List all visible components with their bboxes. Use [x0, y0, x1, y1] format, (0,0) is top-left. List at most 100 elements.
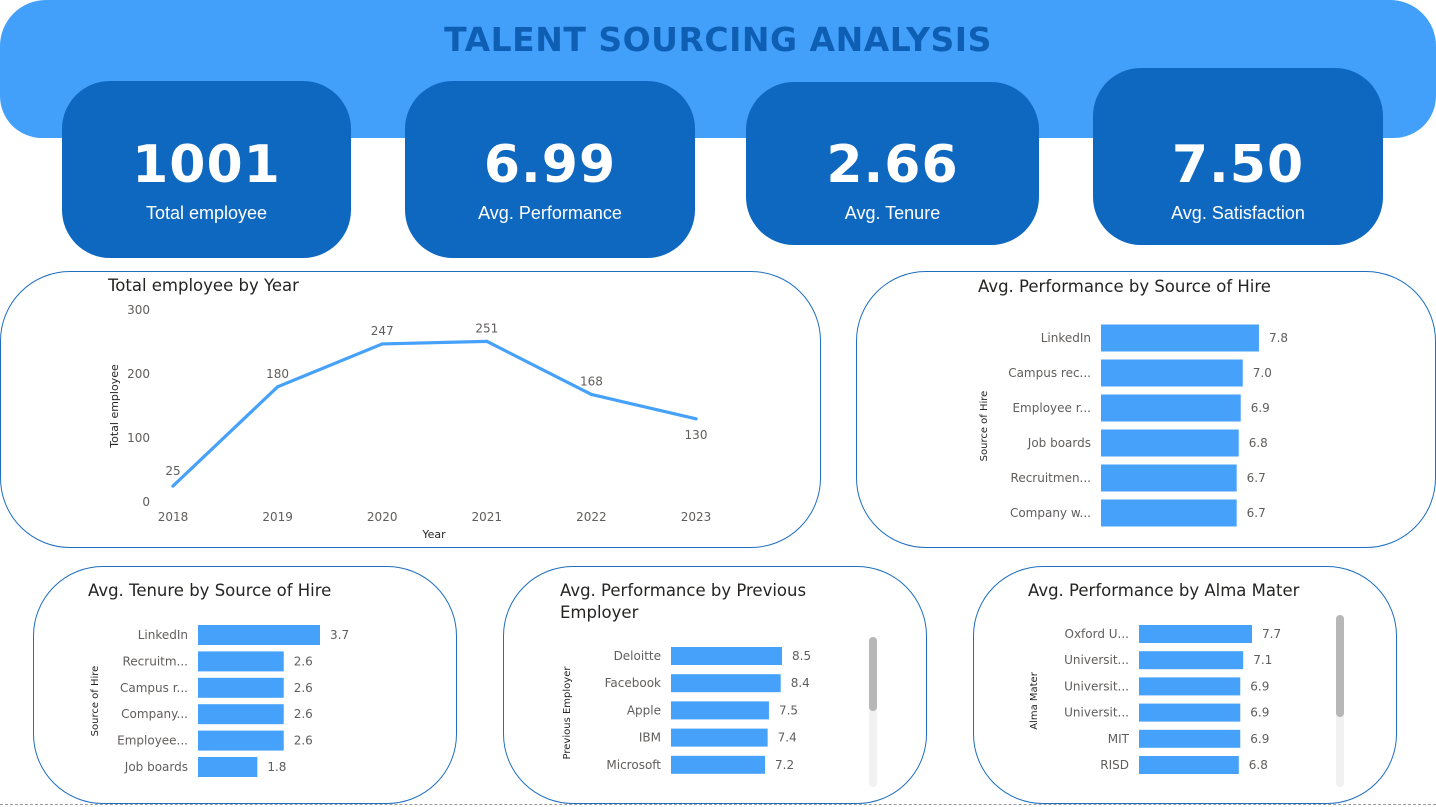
kpi-label: Avg. Satisfaction [1171, 203, 1305, 223]
bar-value-label: 2.6 [294, 707, 313, 721]
bar [1101, 394, 1241, 422]
data-point [276, 385, 280, 389]
kpi-label: Avg. Performance [478, 203, 622, 223]
bar [1139, 625, 1252, 643]
category-label: RISD [1100, 758, 1129, 772]
kpi-label: Avg. Tenure [844, 203, 941, 223]
y-tick-label: 300 [127, 303, 150, 317]
kpi-avg-tenure: 2.66 Avg. Tenure [746, 82, 1039, 245]
y-axis-title: Source of Hire [90, 666, 101, 737]
category-label: Recruitm... [123, 654, 189, 668]
y-tick-label: 100 [127, 431, 150, 445]
y-tick-label: 0 [142, 495, 150, 509]
bar-value-label: 2.6 [294, 681, 313, 695]
y-tick-label: 200 [127, 367, 150, 381]
bar [1101, 499, 1237, 527]
category-label: Employee... [117, 734, 188, 748]
category-label: Deloitte [614, 649, 661, 663]
bar-value-label: 7.2 [775, 758, 794, 772]
bar-value-label: 8.5 [792, 649, 811, 663]
chart-title: Total employee by Year [108, 276, 299, 295]
chart-card-employee-by-year: Total employee by Year 0 100 200 300 2018 201… [0, 271, 821, 548]
bar-value-label: 3.7 [330, 628, 349, 642]
scrollbar-track[interactable] [1336, 615, 1344, 787]
x-tick-label: 2019 [262, 510, 293, 524]
bar-value-label: 2.6 [294, 654, 313, 668]
bar [198, 677, 284, 698]
category-label: Company w... [1010, 506, 1091, 520]
x-tick-label: 2021 [472, 510, 503, 524]
category-label: Universit... [1064, 706, 1129, 720]
bar-value-label: 6.9 [1250, 706, 1269, 720]
bar-value-label: 7.8 [1269, 331, 1288, 345]
category-label: IBM [639, 731, 661, 745]
category-label: Microsoft [606, 758, 661, 772]
data-point [589, 392, 594, 397]
bar [671, 728, 768, 747]
category-label: Oxford U... [1065, 627, 1130, 641]
bar [1101, 464, 1237, 492]
bar-chart-performance-by-alma-mater[interactable]: Alma Mater Oxford U... 7.7 Universit... 7.1 U… [974, 567, 1396, 803]
bar-value-label: 7.1 [1253, 653, 1272, 667]
kpi-value: 2.66 [826, 135, 959, 195]
category-label: Universit... [1064, 679, 1129, 693]
category-label: LinkedIn [1041, 331, 1091, 345]
category-label: Universit... [1064, 653, 1129, 667]
data-point [380, 342, 384, 346]
chart-card-performance-by-alma-mater: Avg. Performance by Alma Mater Alma Mate… [973, 566, 1397, 804]
data-label: 180 [266, 367, 289, 381]
bar-chart-performance-by-source[interactable]: Source of Hire LinkedIn 7.8 Campus rec... 7.… [857, 272, 1435, 547]
bar-value-label: 6.9 [1250, 732, 1269, 746]
bar [198, 704, 284, 725]
category-label: Campus r... [120, 681, 188, 695]
chart-title: Avg. Performance by Source of Hire [978, 277, 1271, 296]
x-tick-label: 2020 [367, 510, 398, 524]
data-point [171, 484, 175, 488]
bar [671, 647, 782, 665]
bar [671, 701, 769, 720]
bar [1139, 677, 1241, 696]
page-bottom-border [0, 804, 1436, 805]
bar-value-label: 6.9 [1251, 401, 1270, 415]
data-point [485, 339, 489, 343]
bar-value-label: 7.7 [1262, 627, 1281, 641]
chart-title: Avg. Tenure by Source of Hire [88, 581, 332, 600]
kpi-avg-performance: 6.99 Avg. Performance [405, 81, 695, 258]
bar [1101, 429, 1239, 457]
y-axis-title: Source of Hire [979, 391, 990, 462]
kpi-value: 1001 [132, 135, 281, 195]
bar-value-label: 6.7 [1247, 471, 1266, 485]
data-label: 168 [580, 374, 603, 388]
dashboard-title: TALENT SOURCING ANALYSIS [444, 20, 992, 59]
bar-value-label: 1.8 [267, 760, 286, 774]
bar-value-label: 6.9 [1250, 679, 1269, 693]
bar-value-label: 8.4 [791, 676, 810, 690]
scrollbar-track[interactable] [869, 637, 877, 787]
bar [198, 651, 284, 672]
bar-value-label: 6.7 [1247, 506, 1266, 520]
bar [671, 674, 781, 693]
bar-value-label: 6.8 [1249, 436, 1268, 450]
bar [198, 730, 284, 751]
bar-value-label: 6.8 [1249, 758, 1268, 772]
category-label: Job boards [1027, 436, 1091, 450]
bar-chart-tenure-by-source[interactable]: Source of Hire LinkedIn 3.7 Recruitm... 2.6 C… [34, 567, 456, 803]
data-point [694, 417, 698, 421]
scrollbar-thumb[interactable] [869, 637, 877, 711]
kpi-value: 6.99 [483, 135, 617, 195]
category-label: Job boards [124, 760, 188, 774]
chart-title-line: Employer [560, 603, 639, 622]
chart-title-line: Avg. Performance by Previous [560, 581, 807, 600]
kpi-value: 7.50 [1171, 135, 1305, 195]
category-label: MIT [1108, 732, 1130, 746]
bar [671, 755, 766, 774]
bar [1101, 359, 1243, 387]
bar [1139, 729, 1241, 748]
x-axis-title: Year [421, 528, 446, 541]
x-tick-label: 2023 [681, 510, 712, 524]
data-label: 247 [371, 324, 394, 338]
scrollbar-thumb[interactable] [1336, 615, 1344, 717]
chart-title: Avg. Performance by Previous Employer [560, 580, 806, 624]
